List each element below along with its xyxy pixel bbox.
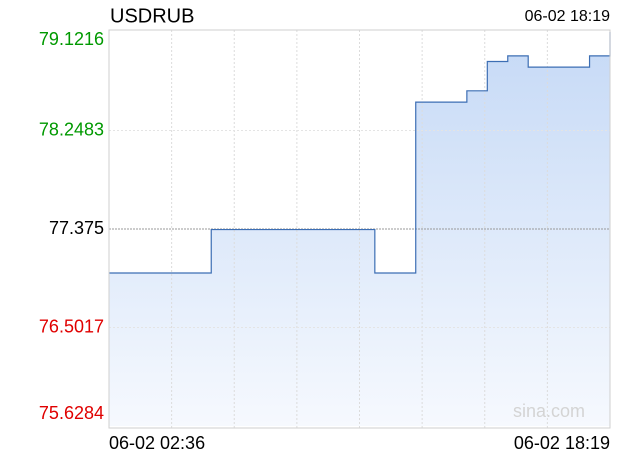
y-tick-label: 78.2483 (39, 119, 104, 139)
chart-title: USDRUB (110, 5, 194, 27)
price-line (109, 32, 611, 274)
y-tick-label: 75.6284 (39, 403, 104, 423)
y-tick-label: 79.1216 (39, 29, 104, 49)
timestamp: 06-02 18:19 (525, 8, 611, 25)
watermark: sina.com (513, 401, 585, 421)
y-tick-label: 76.5017 (39, 316, 104, 336)
x-tick-label: 06-02 18:19 (514, 433, 610, 453)
plot-frame (108, 29, 611, 429)
y-tick-label: 77.375 (49, 218, 104, 238)
x-tick-label: 06-02 02:36 (109, 433, 205, 453)
